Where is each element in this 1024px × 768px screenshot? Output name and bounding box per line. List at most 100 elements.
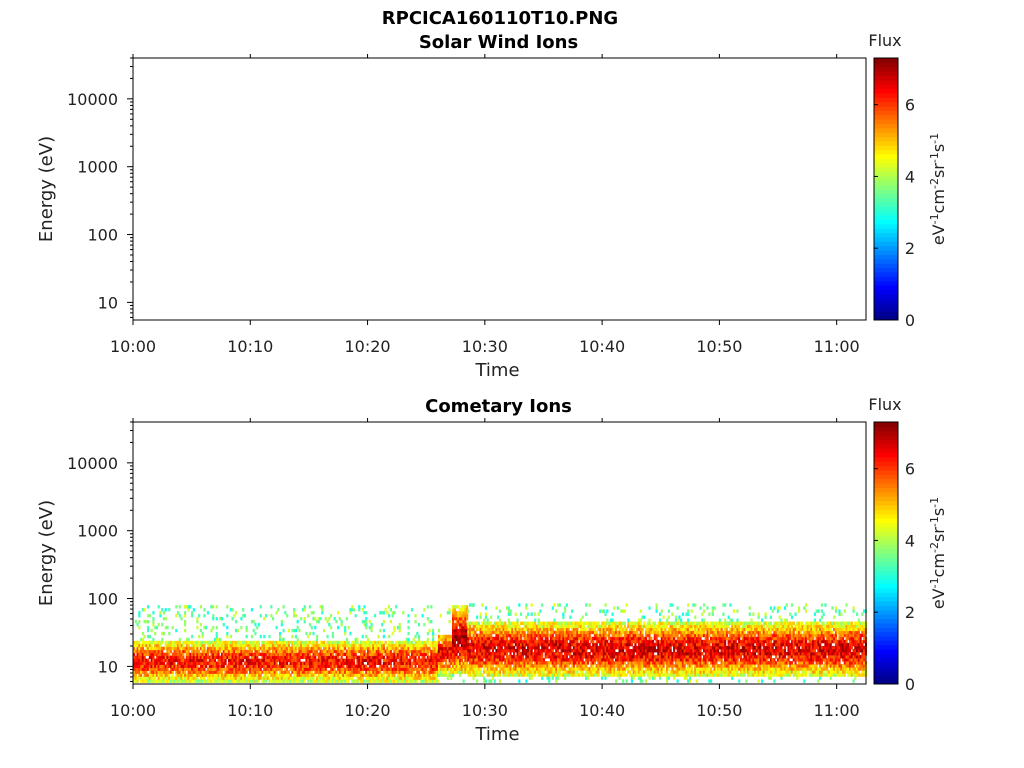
chart-1-cell-seg3 bbox=[491, 661, 495, 665]
chart-1-cell-seg0 bbox=[141, 667, 144, 671]
chart-1-cell-seg0 bbox=[152, 658, 155, 663]
chart-1-cell-seg0 bbox=[361, 640, 364, 645]
chart-1-cell-seg0 bbox=[133, 649, 136, 654]
chart-1-cell-seg0 bbox=[400, 655, 403, 660]
chart-1-cell-seg0 bbox=[338, 649, 341, 654]
chart-1-cell-seg3 bbox=[653, 630, 656, 635]
chart-1-cell-seg0 bbox=[298, 640, 301, 645]
chart-0-colorbar-swatch bbox=[874, 258, 898, 264]
chart-1-cell-seg3 bbox=[534, 661, 537, 665]
chart-1-cell-seg1 bbox=[441, 646, 444, 651]
chart-1-cell-seg0 bbox=[326, 619, 329, 624]
chart-1-cell-seg0 bbox=[303, 643, 306, 648]
chart-1-cell-seg3 bbox=[502, 642, 505, 647]
chart-1-cell-seg0 bbox=[324, 664, 327, 668]
chart-1-cell-seg3 bbox=[562, 615, 565, 619]
chart-1-cell-seg2 bbox=[457, 664, 460, 668]
chart-1-cell-seg0 bbox=[189, 670, 192, 674]
chart-1-cell-seg0 bbox=[315, 652, 319, 657]
chart-1-cell-seg1 bbox=[437, 655, 441, 660]
chart-1-cell-seg3 bbox=[604, 670, 607, 674]
chart-1-cell-seg0 bbox=[180, 679, 183, 683]
chart-1-cell-seg3 bbox=[546, 648, 549, 653]
chart-1-cell-seg3 bbox=[528, 627, 531, 632]
chart-1-cell-seg0 bbox=[410, 646, 414, 651]
chart-1-cell-seg0 bbox=[264, 664, 268, 668]
chart-1-cell-seg2 bbox=[464, 619, 467, 624]
chart-1-cell-seg3 bbox=[497, 670, 500, 674]
chart-1-cell-seg0 bbox=[141, 631, 144, 636]
chart-1-cell-seg0 bbox=[432, 661, 435, 665]
chart-1-cell-seg0 bbox=[219, 640, 222, 645]
chart-1-cell-seg3 bbox=[551, 673, 554, 677]
chart-1-cell-seg0 bbox=[219, 667, 222, 671]
chart-1-cell-seg0 bbox=[396, 643, 400, 648]
chart-1-cell-seg0 bbox=[312, 649, 315, 654]
chart-1-cell-seg3 bbox=[560, 624, 563, 629]
chart-1-cell-seg0 bbox=[347, 664, 350, 668]
chart-1-cell-seg2 bbox=[466, 643, 469, 648]
chart-1-cell-seg3 bbox=[648, 655, 651, 659]
chart-1-cell-seg3 bbox=[474, 658, 477, 662]
chart-1-cell-seg0 bbox=[161, 667, 164, 671]
chart-1-cell-seg3 bbox=[609, 645, 612, 650]
chart-1-cell-seg2 bbox=[459, 622, 462, 627]
chart-0-colorbar-swatch bbox=[874, 285, 898, 290]
chart-1-cell-seg3 bbox=[505, 624, 509, 629]
chart-1-cell-seg0 bbox=[398, 661, 401, 665]
chart-1-cell-seg3 bbox=[639, 676, 642, 680]
chart-1-cell-seg3 bbox=[618, 624, 621, 629]
chart-0-colorbar-swatch bbox=[874, 245, 898, 251]
chart-1-cell-seg3 bbox=[644, 661, 648, 665]
chart-1-cell-seg0 bbox=[250, 646, 254, 651]
chart-1-cell-seg3 bbox=[562, 633, 565, 638]
chart-1-cell-seg3 bbox=[469, 633, 472, 638]
chart-1-cell-seg0 bbox=[403, 673, 407, 677]
chart-1-cell-seg3 bbox=[657, 655, 660, 659]
chart-1-cell-seg0 bbox=[347, 679, 350, 683]
chart-1-cell-seg0 bbox=[374, 646, 377, 651]
chart-1-cell-seg0 bbox=[226, 679, 229, 683]
chart-1-cell-seg3 bbox=[500, 648, 503, 653]
chart-1-cell-seg0 bbox=[254, 622, 257, 627]
chart-1-cell-seg1 bbox=[448, 643, 451, 648]
chart-1-cell-seg0 bbox=[338, 646, 341, 651]
chart-1-cell-seg3 bbox=[574, 648, 577, 653]
chart-1-cell-seg3 bbox=[590, 648, 593, 653]
chart-1-cell-seg0 bbox=[175, 652, 178, 657]
chart-1-cell-seg2 bbox=[460, 652, 463, 657]
chart-1-cell-seg3 bbox=[620, 667, 623, 671]
chart-1-cell-seg3 bbox=[551, 658, 554, 662]
chart-1-cell-seg3 bbox=[486, 624, 489, 629]
chart-1-cell-seg3 bbox=[523, 636, 526, 641]
chart-1-cell-seg0 bbox=[379, 664, 382, 668]
chart-1-cell-seg0 bbox=[199, 655, 203, 660]
chart-1-cell-seg0 bbox=[264, 655, 268, 660]
chart-1-cell-seg0 bbox=[147, 649, 150, 654]
chart-1-cell-seg3 bbox=[648, 627, 651, 632]
chart-1-cell-seg0 bbox=[393, 670, 396, 674]
chart-1-cell-seg0 bbox=[203, 676, 206, 680]
chart-1-cell-seg0 bbox=[185, 637, 188, 642]
chart-1-cell-seg3 bbox=[548, 633, 551, 638]
chart-1-cell-seg0 bbox=[254, 664, 257, 668]
chart-1-cell-seg3 bbox=[500, 636, 503, 641]
chart-1-cell-seg0 bbox=[298, 655, 301, 660]
chart-1-cell-seg0 bbox=[180, 676, 183, 680]
chart-1-cell-seg0 bbox=[277, 608, 280, 612]
chart-1-cell-seg3 bbox=[569, 673, 572, 677]
chart-1-cell-seg0 bbox=[171, 664, 174, 668]
chart-1-cell-seg0 bbox=[351, 640, 354, 645]
chart-1-cell-seg3 bbox=[588, 633, 591, 638]
chart-1-cell-seg3 bbox=[469, 630, 472, 635]
chart-1-cell-seg3 bbox=[521, 667, 524, 671]
chart-1-cell-seg0 bbox=[331, 655, 334, 660]
chart-1-cell-seg3 bbox=[525, 664, 528, 668]
chart-1-cell-seg0 bbox=[345, 655, 349, 660]
chart-1-cell-seg0 bbox=[205, 661, 208, 665]
chart-1-cell-seg3 bbox=[655, 648, 658, 653]
chart-1-cell-seg3 bbox=[555, 658, 558, 662]
chart-1-cell-seg0 bbox=[168, 673, 171, 677]
chart-1-cell-seg3 bbox=[509, 612, 512, 616]
chart-1-cell-seg0 bbox=[199, 646, 203, 651]
